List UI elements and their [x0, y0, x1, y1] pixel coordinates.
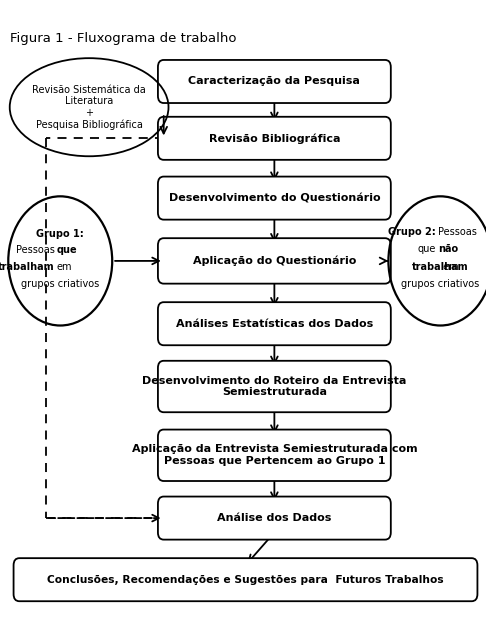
Text: Aplicação da Entrevista Semiestruturada com
Pessoas que Pertencem ao Grupo 1: Aplicação da Entrevista Semiestruturada … — [132, 444, 417, 466]
Text: que: que — [417, 244, 436, 254]
FancyBboxPatch shape — [158, 117, 391, 160]
Text: grupos criativos: grupos criativos — [401, 278, 480, 288]
Text: Desenvolvimento do Roteiro da Entrevista
Semiestruturada: Desenvolvimento do Roteiro da Entrevista… — [142, 376, 407, 397]
FancyBboxPatch shape — [158, 430, 391, 481]
FancyBboxPatch shape — [14, 558, 477, 601]
Text: Grupo 2:: Grupo 2: — [388, 227, 436, 237]
Text: Revisão Sistemática da
Literatura
+
Pesquisa Bibliográfica: Revisão Sistemática da Literatura + Pesq… — [32, 85, 146, 130]
FancyBboxPatch shape — [158, 497, 391, 540]
Text: que: que — [56, 245, 77, 255]
Text: em: em — [56, 262, 72, 272]
Text: Grupo 1:: Grupo 1: — [36, 229, 84, 239]
Text: Revisão Bibliográfica: Revisão Bibliográfica — [209, 133, 340, 143]
Text: Pessoas: Pessoas — [438, 227, 477, 237]
FancyBboxPatch shape — [158, 176, 391, 220]
Text: Análises Estatísticas dos Dados: Análises Estatísticas dos Dados — [176, 319, 373, 329]
Text: trabalham: trabalham — [412, 262, 469, 272]
FancyBboxPatch shape — [158, 238, 391, 283]
Text: Conclusões, Recomendações e Sugestões para  Futuros Trabalhos: Conclusões, Recomendações e Sugestões pa… — [47, 574, 444, 585]
Text: Análise dos Dados: Análise dos Dados — [217, 513, 331, 523]
Text: Desenvolvimento do Questionário: Desenvolvimento do Questionário — [168, 193, 380, 203]
FancyBboxPatch shape — [158, 361, 391, 412]
Text: não: não — [438, 244, 458, 254]
Text: Figura 1 - Fluxograma de trabalho: Figura 1 - Fluxograma de trabalho — [10, 32, 236, 45]
FancyBboxPatch shape — [158, 60, 391, 103]
Text: Aplicação do Questionário: Aplicação do Questionário — [192, 255, 356, 266]
Text: grupos criativos: grupos criativos — [21, 278, 99, 288]
Text: trabalham: trabalham — [0, 262, 55, 272]
FancyBboxPatch shape — [158, 302, 391, 345]
Text: Pessoas: Pessoas — [16, 245, 55, 255]
Text: Caracterização da Pesquisa: Caracterização da Pesquisa — [189, 77, 360, 87]
Text: em: em — [440, 262, 459, 272]
